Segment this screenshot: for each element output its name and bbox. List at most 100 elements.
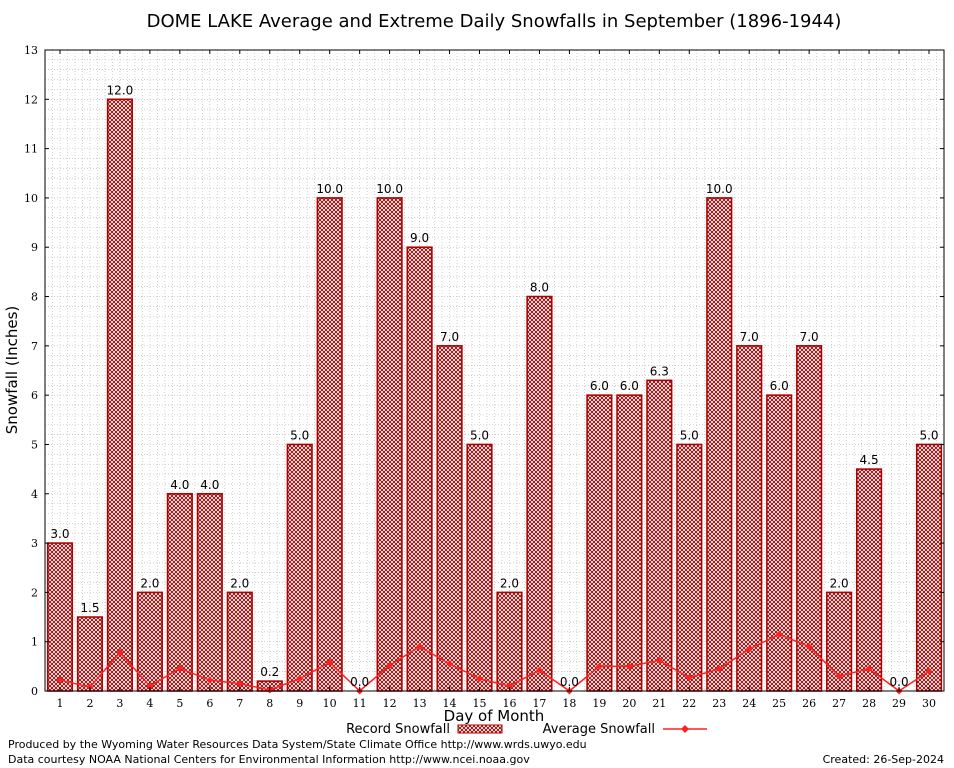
bar-value-label: 7.0 xyxy=(740,330,759,344)
x-tick-label: 2 xyxy=(86,697,93,710)
bar-value-label: 10.0 xyxy=(316,182,343,196)
average-point xyxy=(326,658,334,666)
average-point xyxy=(236,680,244,688)
record-bar xyxy=(286,443,313,692)
record-bar xyxy=(376,197,403,692)
record-bar xyxy=(316,197,343,692)
bars xyxy=(46,98,943,692)
legend: Record Snowfall Average Snowfall xyxy=(346,722,707,737)
y-tick-label: 2 xyxy=(31,586,38,599)
record-bar xyxy=(196,492,223,692)
bar-value-label: 0.0 xyxy=(890,675,909,689)
x-tick-label: 1 xyxy=(56,697,63,710)
record-bar xyxy=(106,98,134,692)
bar-value-label: 2.0 xyxy=(500,576,519,590)
bar-value-label: 0.0 xyxy=(560,675,579,689)
x-tick-label: 18 xyxy=(562,697,576,710)
x-tick-label: 11 xyxy=(353,697,367,710)
average-point xyxy=(535,666,543,674)
bar-value-label: 0.0 xyxy=(350,675,369,689)
x-tick-label: 6 xyxy=(206,697,213,710)
y-tick-label: 6 xyxy=(31,389,38,402)
record-bar xyxy=(436,345,463,692)
x-tick-label: 4 xyxy=(146,697,153,710)
x-tick-label: 7 xyxy=(236,697,243,710)
y-tick-label: 4 xyxy=(31,488,38,501)
x-tick-label: 22 xyxy=(682,697,696,710)
average-point xyxy=(146,682,154,690)
x-tick-label: 5 xyxy=(176,697,183,710)
x-tick-label: 3 xyxy=(116,697,123,710)
bar-value-label: 6.0 xyxy=(590,379,609,393)
average-point xyxy=(595,662,603,670)
record-bar xyxy=(226,591,253,692)
bar-value-label: 4.0 xyxy=(200,478,219,492)
average-point xyxy=(775,630,783,638)
bar-value-label: 1.5 xyxy=(80,601,99,615)
average-point xyxy=(56,676,64,684)
average-point xyxy=(176,664,184,672)
footer-data-source: Data courtesy NOAA National Centers for … xyxy=(8,753,530,766)
x-tick-label: 28 xyxy=(862,697,876,710)
y-tick-label: 9 xyxy=(31,241,38,254)
bar-value-label: 6.0 xyxy=(620,379,639,393)
footer-producer: Produced by the Wyoming Water Resources … xyxy=(8,738,587,751)
x-tick-label: 12 xyxy=(383,697,397,710)
legend-average-marker xyxy=(681,725,689,733)
x-tick-label: 10 xyxy=(323,697,337,710)
average-point xyxy=(655,656,663,664)
record-bar xyxy=(796,345,823,692)
x-tick-label: 29 xyxy=(892,697,906,710)
bar-value-label: 5.0 xyxy=(290,428,309,442)
average-point xyxy=(505,682,513,690)
y-axis-label: Snowfall (Inches) xyxy=(3,306,21,434)
bar-value-label: 6.3 xyxy=(650,364,669,378)
bar-value-label: 2.0 xyxy=(230,576,249,590)
average-point xyxy=(685,674,693,682)
y-tick-label: 0 xyxy=(31,685,38,698)
x-tick-label: 27 xyxy=(832,697,846,710)
x-tick-label: 17 xyxy=(532,697,546,710)
average-point xyxy=(625,662,633,670)
record-bar xyxy=(676,443,703,692)
y-tick-label: 12 xyxy=(24,93,38,106)
y-tick-label: 5 xyxy=(31,438,38,451)
y-tick-label: 3 xyxy=(31,537,38,550)
legend-record-swatch xyxy=(457,724,503,734)
record-bar xyxy=(736,345,763,692)
average-point xyxy=(865,665,873,673)
record-bar xyxy=(76,616,104,692)
bar-value-label: 7.0 xyxy=(440,330,459,344)
bar-value-label: 12.0 xyxy=(107,83,134,97)
average-point xyxy=(745,645,753,653)
record-bar xyxy=(46,542,74,692)
y-tick-label: 1 xyxy=(31,636,38,649)
record-bar xyxy=(166,492,193,692)
chart-title: DOME LAKE Average and Extreme Daily Snow… xyxy=(147,11,842,32)
bar-labels: 3.0 1.5 12.0 2.0 4.0 4.0 2.0 0.2 5.0 10.0 0.0 10.0 9… xyxy=(50,83,938,689)
x-tick-label: 8 xyxy=(266,697,273,710)
record-bar xyxy=(586,394,613,692)
footer-created: Created: 26-Sep-2024 xyxy=(823,753,944,766)
y-tick-label: 7 xyxy=(31,340,38,353)
bar-value-label: 5.0 xyxy=(680,428,699,442)
bar-value-label: 4.5 xyxy=(860,453,879,467)
x-tick-label: 23 xyxy=(712,697,726,710)
bar-value-label: 10.0 xyxy=(706,182,733,196)
bar-value-label: 5.0 xyxy=(470,428,489,442)
record-bar xyxy=(646,379,673,692)
bar-value-label: 10.0 xyxy=(376,182,403,196)
x-tick-label: 26 xyxy=(802,697,816,710)
record-bar xyxy=(915,443,943,692)
bar-value-label: 7.0 xyxy=(800,330,819,344)
bar-value-label: 9.0 xyxy=(410,231,429,245)
average-point xyxy=(805,643,813,651)
x-tick-label: 25 xyxy=(772,697,786,710)
x-tick-label: 13 xyxy=(413,697,427,710)
average-point xyxy=(476,675,484,683)
average-point xyxy=(206,676,214,684)
x-tick-label: 30 xyxy=(922,697,936,710)
record-bar xyxy=(466,443,493,692)
